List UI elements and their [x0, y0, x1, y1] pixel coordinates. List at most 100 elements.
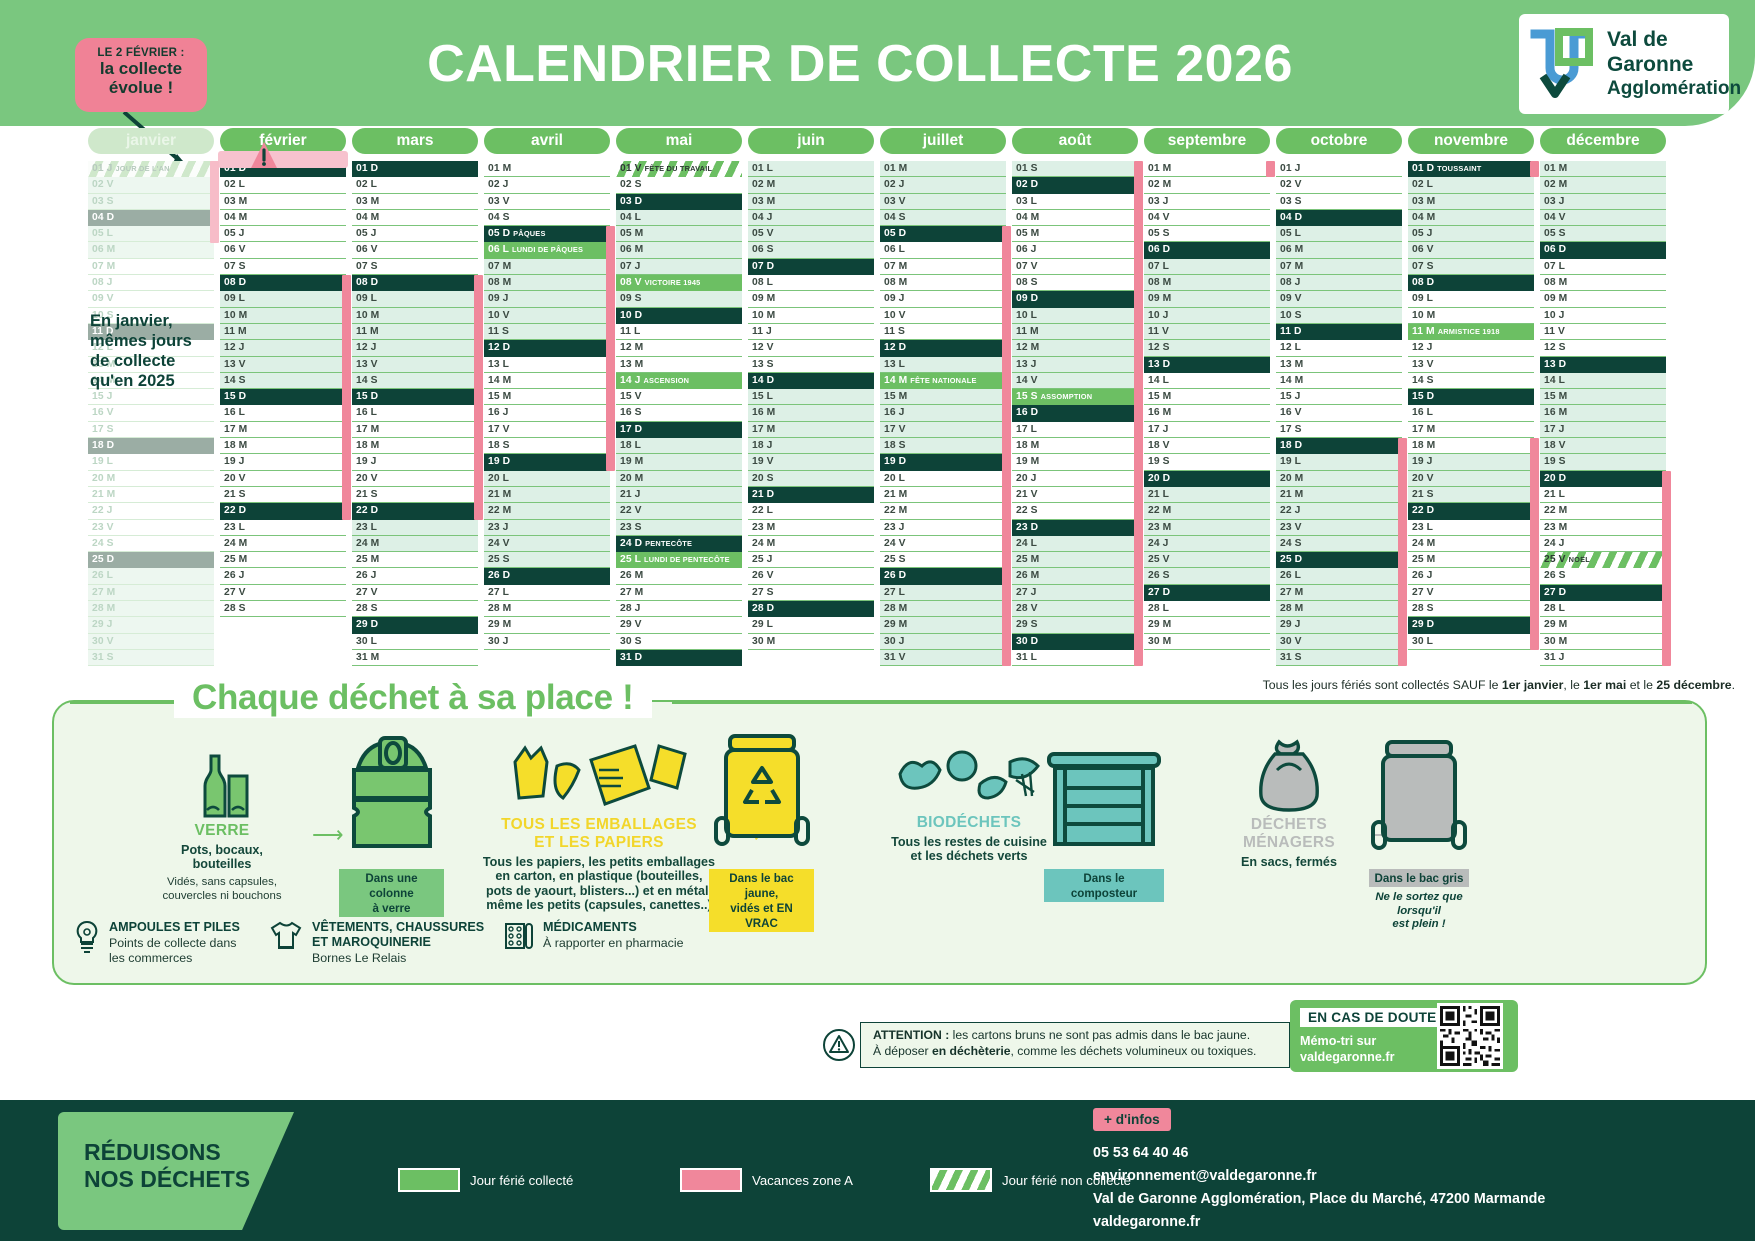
- day-cell[interactable]: 15 J: [1276, 389, 1402, 406]
- day-cell[interactable]: 30 M: [1540, 634, 1666, 650]
- day-cell[interactable]: 24 M: [1408, 536, 1534, 553]
- day-cell[interactable]: 07 M: [484, 258, 610, 276]
- day-cell[interactable]: 24 S: [1276, 535, 1402, 553]
- day-cell[interactable]: 24 S: [88, 536, 214, 553]
- day-cell[interactable]: 09 V: [1276, 291, 1402, 308]
- day-cell[interactable]: 15 L: [748, 389, 874, 406]
- day-cell[interactable]: 22 M: [1540, 503, 1666, 520]
- day-cell[interactable]: 28 M: [88, 601, 214, 618]
- qr-code[interactable]: [1437, 1003, 1503, 1069]
- day-cell[interactable]: 27 L: [880, 584, 1006, 602]
- day-cell[interactable]: 28 D: [748, 601, 874, 618]
- day-cell[interactable]: 12 J: [220, 340, 346, 357]
- day-cell[interactable]: 17 S: [1276, 422, 1402, 439]
- day-cell[interactable]: 29 V: [616, 617, 742, 634]
- day-cell[interactable]: 01 D: [352, 161, 478, 178]
- day-cell[interactable]: 07 S: [220, 259, 346, 276]
- day-cell[interactable]: 28 S: [1408, 601, 1534, 618]
- day-cell[interactable]: 16 D: [1012, 405, 1138, 422]
- day-cell[interactable]: 09 M: [1540, 291, 1666, 308]
- day-cell[interactable]: 18 L: [616, 438, 742, 455]
- day-cell[interactable]: 16 J: [484, 405, 610, 422]
- day-cell[interactable]: 05 M: [1012, 226, 1138, 243]
- day-cell[interactable]: 28 M: [880, 601, 1006, 618]
- day-cell[interactable]: 19 D: [484, 454, 610, 471]
- day-cell[interactable]: 24 V: [880, 536, 1006, 553]
- day-cell[interactable]: 30 V: [1276, 633, 1402, 650]
- day-cell[interactable]: 08 J: [1276, 275, 1402, 292]
- day-cell[interactable]: 31 J: [1540, 650, 1666, 667]
- day-cell[interactable]: 02 L: [1408, 177, 1534, 194]
- day-cell[interactable]: 24 D PENTECÔTE: [616, 535, 742, 553]
- day-cell[interactable]: 01 M: [1540, 161, 1666, 178]
- day-cell[interactable]: 01 M: [484, 161, 610, 178]
- day-cell[interactable]: 10 M: [352, 307, 478, 324]
- day-cell[interactable]: 21 V: [1012, 487, 1138, 504]
- day-cell[interactable]: 26 S: [1144, 568, 1270, 585]
- day-cell[interactable]: 08 L: [748, 275, 874, 292]
- day-cell[interactable]: 11 V: [1144, 323, 1270, 341]
- day-cell[interactable]: 12 L: [1276, 340, 1402, 357]
- day-cell[interactable]: 17 J: [1540, 421, 1666, 439]
- day-cell[interactable]: 27 V: [352, 585, 478, 602]
- day-cell[interactable]: 20 V: [352, 471, 478, 487]
- day-cell[interactable]: 12 S: [1540, 340, 1666, 357]
- day-cell[interactable]: 02 M: [748, 177, 874, 194]
- day-cell[interactable]: 27 D: [1540, 584, 1666, 602]
- day-cell[interactable]: 06 V: [1408, 242, 1534, 259]
- day-cell[interactable]: 07 V: [1012, 259, 1138, 276]
- day-cell[interactable]: 14 M: [1276, 373, 1402, 390]
- day-cell[interactable]: 25 M: [1012, 552, 1138, 569]
- day-cell[interactable]: 07 S: [1408, 258, 1534, 276]
- day-cell[interactable]: 30 L: [1408, 634, 1534, 650]
- day-cell[interactable]: 17 M: [1408, 422, 1534, 439]
- day-cell[interactable]: 04 J: [748, 209, 874, 227]
- day-cell[interactable]: 13 V: [1408, 357, 1534, 373]
- day-cell[interactable]: 23 V: [88, 520, 214, 536]
- day-cell[interactable]: 11 M: [220, 323, 346, 341]
- day-cell[interactable]: 24 V: [484, 535, 610, 553]
- day-cell[interactable]: 27 M: [88, 584, 214, 602]
- day-cell[interactable]: 03 M: [220, 194, 346, 210]
- day-cell[interactable]: 17 J: [1144, 422, 1270, 439]
- day-cell[interactable]: 23 L: [1408, 520, 1534, 536]
- day-cell[interactable]: 15 M: [880, 389, 1006, 406]
- day-cell[interactable]: 19 J: [220, 454, 346, 471]
- day-cell[interactable]: 07 D: [748, 258, 874, 276]
- day-cell[interactable]: 31 L: [1012, 650, 1138, 667]
- day-cell[interactable]: 13 S: [748, 357, 874, 373]
- contact-website[interactable]: valdegaronne.fr: [1093, 1214, 1201, 1231]
- day-cell[interactable]: 22 L: [748, 503, 874, 520]
- day-cell[interactable]: 23 J: [484, 519, 610, 536]
- month-header[interactable]: octobre: [1276, 128, 1402, 154]
- day-cell[interactable]: 26 L: [1276, 568, 1402, 585]
- day-cell[interactable]: 18 V: [1144, 438, 1270, 455]
- month-header[interactable]: décembre: [1540, 128, 1666, 154]
- day-cell[interactable]: 13 L: [880, 356, 1006, 373]
- day-cell[interactable]: 07 M: [880, 259, 1006, 276]
- day-cell[interactable]: 06 M: [1276, 242, 1402, 259]
- day-cell[interactable]: 25 S: [484, 552, 610, 569]
- day-cell[interactable]: 31 D: [616, 649, 742, 667]
- day-cell[interactable]: 21 M: [88, 487, 214, 504]
- day-cell[interactable]: 11 M: [1012, 323, 1138, 341]
- day-cell[interactable]: 09 J: [484, 291, 610, 308]
- day-cell[interactable]: 14 D: [748, 372, 874, 390]
- day-cell[interactable]: 04 S: [880, 209, 1006, 227]
- day-cell[interactable]: 02 V: [88, 177, 214, 194]
- day-cell[interactable]: 07 M: [1276, 258, 1402, 276]
- day-cell[interactable]: 06 D: [1144, 242, 1270, 259]
- day-cell[interactable]: 18 M: [220, 438, 346, 455]
- day-cell[interactable]: 20 V: [1408, 470, 1534, 487]
- day-cell[interactable]: 31 M: [352, 650, 478, 667]
- day-cell[interactable]: 23 J: [880, 520, 1006, 536]
- day-cell[interactable]: 10 M: [1408, 308, 1534, 324]
- day-cell[interactable]: 10 M: [220, 307, 346, 324]
- day-cell[interactable]: 11 S: [484, 323, 610, 341]
- day-cell[interactable]: 03 S: [1276, 194, 1402, 210]
- day-cell[interactable]: 30 D: [1012, 633, 1138, 650]
- day-cell[interactable]: 02 L: [352, 177, 478, 194]
- day-cell[interactable]: 25 D: [1276, 552, 1402, 569]
- day-cell[interactable]: 29 M: [1540, 617, 1666, 634]
- day-cell[interactable]: 24 J: [1540, 536, 1666, 553]
